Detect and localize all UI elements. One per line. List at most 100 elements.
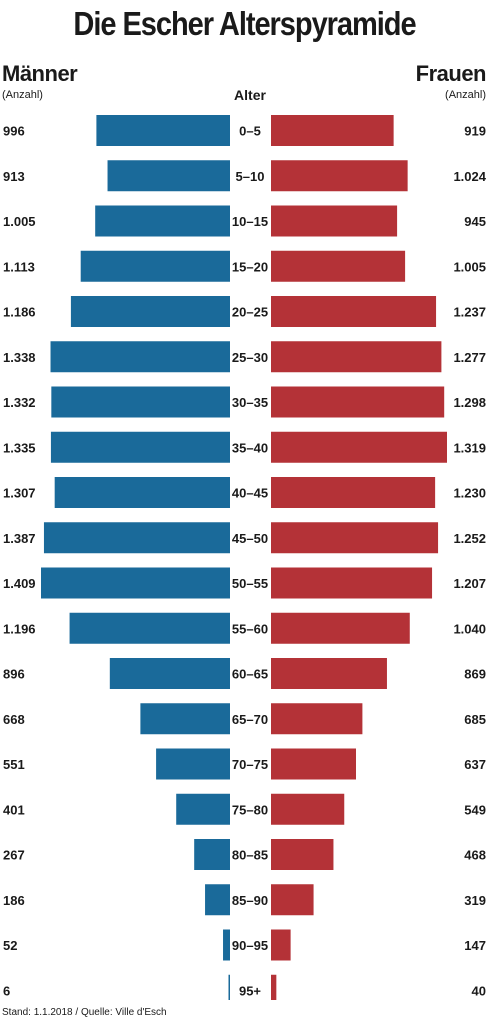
female-value-label: 919 <box>464 124 486 139</box>
female-bar <box>271 658 387 689</box>
age-group-label: 85–90 <box>232 893 268 908</box>
age-group-label: 15–20 <box>232 259 268 274</box>
female-bar <box>271 115 394 146</box>
female-value-label: 637 <box>464 757 486 772</box>
age-group-label: 20–25 <box>232 305 268 320</box>
female-bar <box>271 884 314 916</box>
male-bar <box>228 974 230 1000</box>
right-series-label: Frauen <box>415 61 487 86</box>
male-bar <box>109 658 230 689</box>
female-value-label: 1.298 <box>453 395 486 410</box>
female-bar <box>271 839 334 870</box>
population-pyramid: 0–5 996 919 5–10 913 1.024 10–15 1.005 945 15–20 1… <box>3 115 487 1000</box>
female-value-label: 1.319 <box>453 440 486 455</box>
female-value-label: 1.005 <box>453 259 486 274</box>
age-group-label: 35–40 <box>232 440 268 455</box>
age-group-label: 0–5 <box>239 124 261 139</box>
male-bar <box>50 431 230 463</box>
female-bar <box>271 567 433 599</box>
female-bar <box>271 748 356 780</box>
female-value-label: 1.024 <box>453 169 486 184</box>
age-group-label: 5–10 <box>236 169 265 184</box>
age-group-label: 90–95 <box>232 938 268 953</box>
male-value-label: 551 <box>3 757 25 772</box>
female-value-label: 1.230 <box>453 486 486 501</box>
female-bar <box>271 612 410 644</box>
female-bar <box>271 386 445 418</box>
female-value-label: 1.237 <box>453 305 486 320</box>
age-group-label: 70–75 <box>232 757 268 772</box>
age-group-label: 50–55 <box>232 576 268 591</box>
male-value-label: 896 <box>3 667 25 682</box>
right-unit-label: (Anzahl) <box>445 89 486 101</box>
male-bar <box>223 929 230 961</box>
male-bar <box>69 612 231 644</box>
male-bar <box>50 341 231 373</box>
male-bar <box>43 522 230 554</box>
female-bar <box>271 929 291 961</box>
female-bar <box>271 205 398 237</box>
age-group-label: 10–15 <box>232 214 268 229</box>
age-group-label: 55–60 <box>232 621 268 636</box>
female-value-label: 869 <box>464 667 486 682</box>
male-bar <box>140 703 230 735</box>
male-value-label: 1.196 <box>3 621 36 636</box>
male-bar <box>205 884 230 916</box>
male-value-label: 1.307 <box>3 486 36 501</box>
male-value-label: 1.387 <box>3 531 36 546</box>
female-bar <box>271 974 277 1000</box>
female-bar <box>271 522 439 554</box>
age-group-label: 40–45 <box>232 486 268 501</box>
female-bar <box>271 250 406 282</box>
male-value-label: 186 <box>3 893 25 908</box>
male-value-label: 1.113 <box>3 259 35 274</box>
female-bar <box>271 703 363 735</box>
age-axis-label: Alter <box>234 87 266 103</box>
female-value-label: 147 <box>464 938 486 953</box>
female-value-label: 40 <box>472 983 486 998</box>
age-group-label: 80–85 <box>232 848 268 863</box>
left-unit-label: (Anzahl) <box>2 89 43 101</box>
male-bar <box>156 748 230 780</box>
female-value-label: 468 <box>464 848 486 863</box>
male-value-label: 668 <box>3 712 25 727</box>
female-bar <box>271 477 436 508</box>
female-value-label: 945 <box>464 214 486 229</box>
male-value-label: 52 <box>3 938 17 953</box>
source-note: Stand: 1.1.2018 / Quelle: Ville d'Esch <box>2 1007 167 1018</box>
male-value-label: 401 <box>3 802 25 817</box>
male-value-label: 1.409 <box>3 576 36 591</box>
age-group-label: 60–65 <box>232 667 268 682</box>
chart-title: Die Escher Alterspyramide <box>73 5 416 42</box>
age-group-label: 75–80 <box>232 802 268 817</box>
male-bar <box>70 296 230 327</box>
female-value-label: 1.252 <box>453 531 486 546</box>
female-bar <box>271 793 345 825</box>
age-group-label: 95+ <box>239 983 261 998</box>
male-value-label: 267 <box>3 848 25 863</box>
male-bar <box>54 477 231 508</box>
male-bar <box>51 386 231 418</box>
female-value-label: 319 <box>464 893 486 908</box>
male-value-label: 1.338 <box>3 350 36 365</box>
male-value-label: 1.335 <box>3 440 36 455</box>
female-value-label: 1.207 <box>453 576 486 591</box>
male-bar <box>176 793 230 825</box>
male-value-label: 6 <box>3 983 10 998</box>
female-value-label: 1.277 <box>453 350 486 365</box>
female-bar <box>271 160 408 192</box>
male-value-label: 913 <box>3 169 25 184</box>
age-group-label: 25–30 <box>232 350 268 365</box>
male-value-label: 1.005 <box>3 214 36 229</box>
female-bar <box>271 431 447 463</box>
male-bar <box>194 839 230 870</box>
male-bar <box>107 160 230 192</box>
female-value-label: 685 <box>464 712 486 727</box>
left-series-label: Männer <box>2 61 78 86</box>
male-bar <box>41 567 230 599</box>
age-group-label: 65–70 <box>232 712 268 727</box>
male-bar <box>96 115 230 146</box>
age-group-label: 45–50 <box>232 531 268 546</box>
female-bar <box>271 296 437 327</box>
female-value-label: 1.040 <box>453 621 486 636</box>
